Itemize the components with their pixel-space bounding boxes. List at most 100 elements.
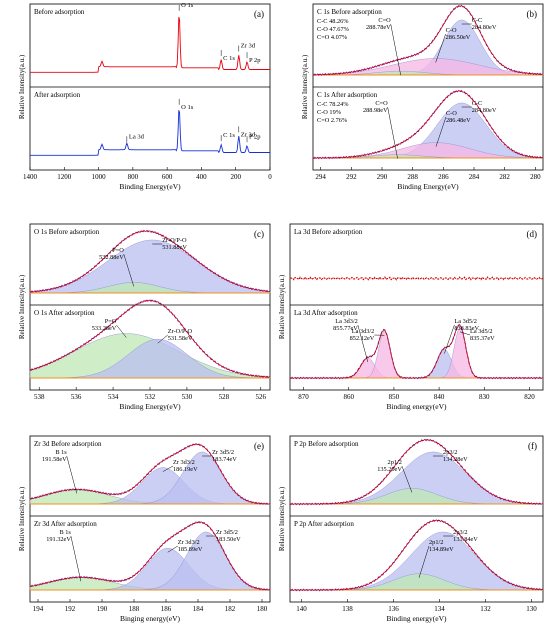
peak-position: 288.78eV — [366, 24, 391, 31]
subplot-title: After adsorption — [34, 91, 81, 99]
label-leader — [435, 116, 447, 147]
peak-label: 2p1/2 — [429, 539, 443, 546]
x-tick-label: 1200 — [57, 173, 72, 181]
peak-position: 286.48eV — [446, 117, 471, 124]
subplot-title: C 1s Before adsorption — [317, 8, 382, 16]
peak-position: 852.12eV — [350, 335, 375, 342]
label-leader — [123, 253, 134, 287]
label-leader — [390, 23, 401, 76]
x-tick-label: 134 — [434, 605, 445, 613]
peak-position: 531.58eV — [168, 335, 193, 342]
x-tick-label: 860 — [343, 393, 354, 401]
label-leader — [401, 465, 413, 493]
x-tick-label: 528 — [219, 393, 230, 401]
x-tick-label: 294 — [315, 173, 326, 181]
survey-line — [30, 16, 270, 73]
peak-position: 183.50eV — [216, 536, 241, 543]
x-tick-label: 290 — [377, 173, 388, 181]
x-tick-label: 136 — [388, 605, 399, 613]
peak-label: B 1s — [60, 529, 72, 536]
composition-line: C=O 4.07% — [317, 34, 348, 41]
peak-label: La 3d5/2 — [454, 318, 477, 325]
x-tick-label: 132 — [480, 605, 491, 613]
x-tick-label: 180 — [257, 605, 268, 613]
x-axis-label: Binding Energy(eV) — [119, 182, 181, 191]
x-axis-label: Binding Energy(eV) — [397, 182, 459, 191]
peak-label: 2p1/2 — [388, 459, 402, 466]
panel-label: (f) — [528, 441, 537, 451]
label-leader — [357, 324, 369, 363]
peak-annotation: Zr 3d — [241, 131, 256, 138]
experimental-line — [29, 229, 271, 293]
experimental-line — [289, 324, 544, 380]
label-leader — [70, 535, 82, 582]
peak-position: 838.83eV — [454, 325, 479, 332]
x-tick-label: 850 — [389, 393, 400, 401]
peak-position: 286.50eV — [446, 34, 471, 41]
survey-line — [30, 110, 270, 156]
y-axis-label: Relative Intensity(a.u.) — [278, 274, 286, 339]
subplot-title: P 2p After adsorption — [294, 520, 354, 528]
flat-spectrum — [289, 276, 544, 281]
panel-label: (d) — [527, 229, 538, 239]
fit-envelope — [29, 230, 271, 293]
fit-envelope — [313, 90, 544, 159]
fit-envelope — [313, 5, 544, 76]
peak-label: C-O — [446, 110, 457, 117]
peak-position: 135.20eV — [377, 466, 402, 473]
panel-frame — [29, 435, 271, 603]
panel-d: 870 860 850 840 830 820 Binding energy(eV) Rela… — [278, 223, 544, 411]
x-tick-label: 190 — [97, 605, 108, 613]
x-tick-label: 194 — [33, 605, 44, 613]
x-axis-label: Binging energy(eV) — [120, 614, 181, 623]
x-tick-label: 280 — [530, 173, 541, 181]
x-tick-label: 600 — [162, 173, 173, 181]
peak-position: 191.32eV — [46, 536, 71, 543]
subplot-title: O 1s Before adsorption — [34, 228, 100, 236]
composition-line: C-O 47.67% — [317, 26, 350, 33]
component-peak — [30, 338, 270, 379]
subplot-title: La 3d After adsorption — [294, 309, 358, 317]
peak-position: 284.80eV — [472, 107, 497, 114]
x-tick-label: 800 — [128, 173, 139, 181]
x-tick-label: 526 — [256, 393, 267, 401]
component-peak — [290, 357, 543, 379]
label-leader — [116, 324, 127, 338]
label-leader — [435, 33, 446, 63]
y-axis-label: Relative Intensity(a.u.) — [18, 274, 26, 339]
peak-position: 284.80eV — [472, 24, 497, 31]
peak-annotation: C 1s — [223, 55, 235, 62]
label-leader — [418, 545, 430, 578]
peak-position: 134.89eV — [429, 546, 454, 553]
subplot-title: O 1s After adsorption — [34, 309, 95, 317]
label-leader — [444, 324, 455, 354]
panel-frame — [289, 223, 544, 391]
peak-annotation: O 1s — [181, 2, 194, 9]
panel-f: 140 138 136 134 132 130 Binding energy(eV) Rela… — [278, 435, 544, 623]
x-tick-label: 840 — [434, 393, 445, 401]
x-tick-label: 286 — [438, 173, 449, 181]
panel-frame — [289, 435, 544, 603]
x-tick-label: 820 — [524, 393, 535, 401]
peak-annotation: P 2p — [249, 133, 261, 140]
x-tick-label: 536 — [71, 393, 82, 401]
fit-envelope — [29, 521, 271, 591]
fit-envelope — [290, 324, 543, 379]
peak-label: C=O — [375, 100, 388, 107]
x-tick-label: 288 — [407, 173, 418, 181]
peak-annotation: O 1s — [181, 104, 194, 111]
x-tick-label: 0 — [268, 173, 272, 181]
subplot-title: Zr 3d After adsorption — [34, 520, 97, 528]
x-tick-label: 282 — [499, 173, 510, 181]
peak-position: 191.58eV — [42, 456, 67, 463]
x-tick-label: 130 — [526, 605, 537, 613]
panel-label: (b) — [527, 9, 538, 19]
peak-label: P=O — [105, 318, 117, 325]
